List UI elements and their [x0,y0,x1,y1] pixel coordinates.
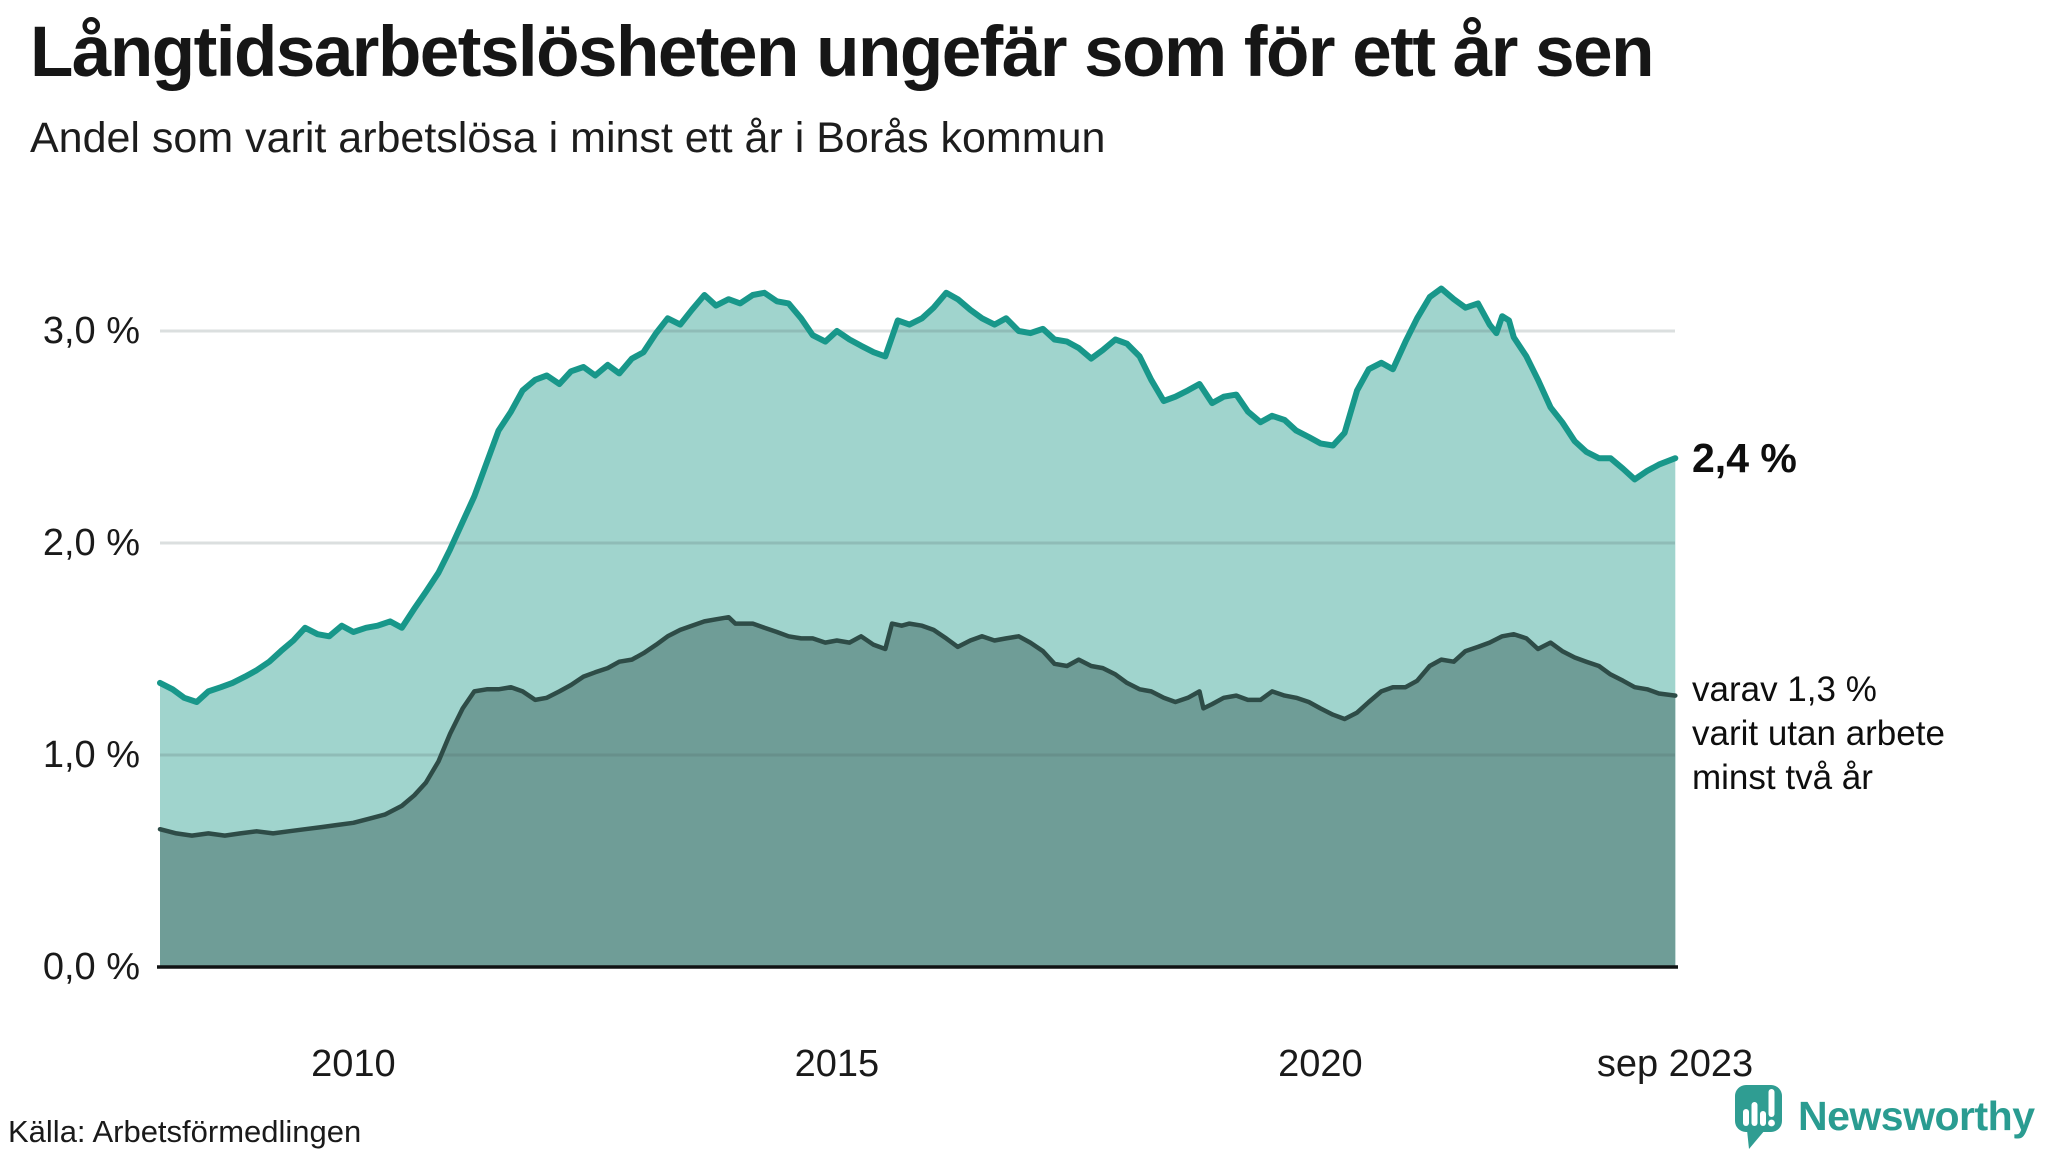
x-axis-tick-2015: 2015 [794,1043,880,1085]
subseries-annotation-line-3: minst två år [1692,758,1873,798]
newsworthy-logo[interactable]: Newsworthy [1734,1084,2035,1152]
y-axis-tick-3: 3,0 % [42,310,140,352]
subseries-annotation: varav 1,3 % varit utan arbete minst två … [1692,668,1945,800]
x-axis-tick-2020: 2020 [1278,1043,1363,1085]
subseries-annotation-line-1: varav 1,3 % [1692,670,1877,710]
y-axis-tick-1: 1,0 % [42,734,140,776]
page-title: Långtidsarbetslösheten ungefär som för e… [30,13,1654,92]
x-axis-tick-2010: 2010 [311,1043,396,1085]
x-axis-tick-sep-2023: sep 2023 [1596,1043,1754,1085]
page-subtitle: Andel som varit arbetslösa i minst ett å… [30,114,1106,162]
newsworthy-logo-icon [1735,1085,1782,1149]
end-value-label: 2,4 % [1692,435,1797,482]
y-axis-tick-0: 0,0 % [42,946,140,988]
source-caption: Källa: Arbetsförmedlingen [8,1114,362,1149]
newsworthy-logo-text: Newsworthy [1798,1093,2035,1139]
subseries-annotation-line-2: varit utan arbete [1692,714,1945,754]
y-axis-tick-2: 2,0 % [42,522,140,564]
